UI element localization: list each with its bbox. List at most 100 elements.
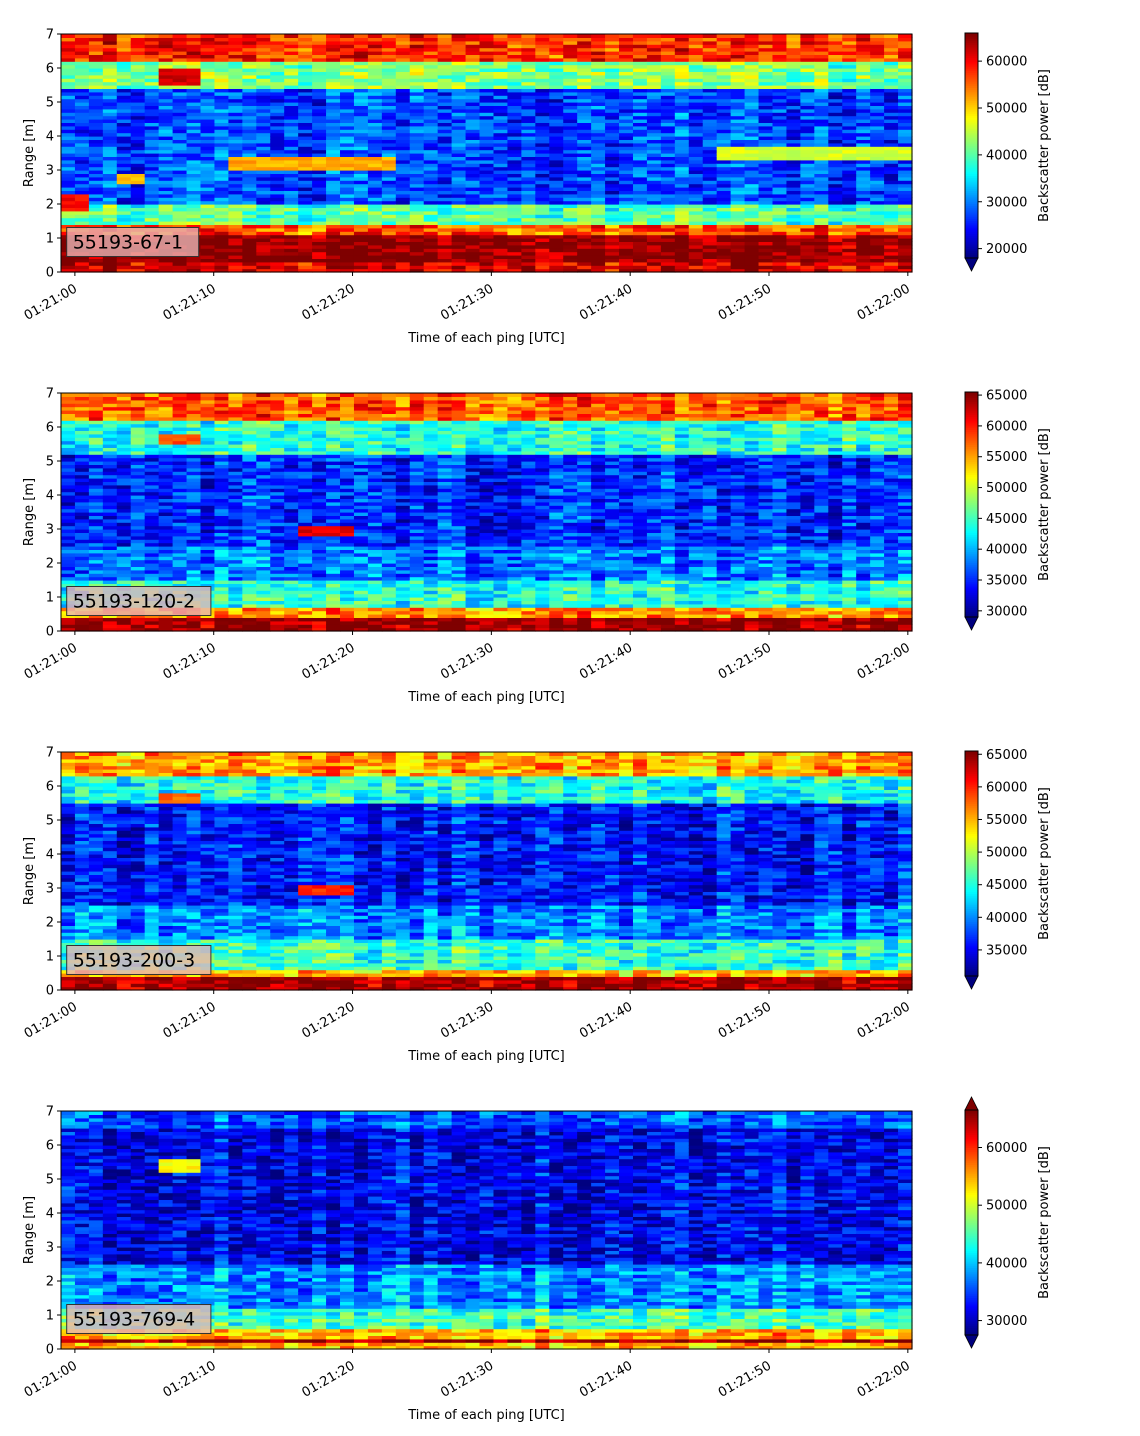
heatmap-cell: [674, 217, 690, 222]
heatmap-cell: [395, 217, 411, 222]
heatmap-cell: [270, 119, 285, 123]
heatmap-cell: [563, 217, 578, 222]
heatmap-cell: [646, 258, 662, 263]
heatmap-cell: [116, 583, 132, 588]
heatmap-cell: [716, 210, 732, 215]
heatmap-cell: [395, 40, 411, 45]
heatmap-cell: [521, 119, 536, 123]
heatmap-cell: [632, 57, 648, 62]
heatmap-cell: [144, 478, 160, 482]
heatmap-cell: [74, 197, 90, 202]
heatmap-cell: [451, 34, 467, 38]
heatmap-cell: [437, 156, 453, 161]
heatmap-cell: [423, 142, 439, 147]
heatmap-cell: [88, 580, 104, 584]
heatmap-cell: [898, 231, 913, 236]
heatmap-cell: [409, 268, 425, 273]
heatmap-cell: [688, 241, 704, 246]
heatmap-cell: [465, 248, 481, 253]
heatmap-cell: [786, 221, 801, 225]
heatmap-cell: [660, 180, 676, 185]
heatmap-cell: [116, 98, 132, 103]
heatmap-cell: [730, 238, 746, 242]
heatmap-cell: [256, 153, 271, 157]
heatmap-cell: [298, 149, 313, 154]
heatmap-cell: [437, 85, 453, 89]
heatmap-cell: [786, 125, 801, 130]
heatmap-cell: [451, 47, 467, 52]
heatmap-cell: [744, 112, 760, 117]
heatmap-cell: [423, 187, 439, 191]
heatmap-cell: [646, 255, 662, 259]
heatmap-cell: [507, 68, 522, 72]
heatmap-cell: [130, 478, 146, 482]
heatmap-cell: [688, 71, 704, 76]
heatmap-cell: [465, 54, 481, 59]
heatmap-cell: [326, 88, 341, 93]
heatmap-cell: [61, 437, 76, 442]
heatmap-cell: [326, 255, 341, 259]
heatmap-cell: [437, 204, 453, 208]
heatmap-cell: [367, 88, 383, 93]
heatmap-cell: [130, 501, 146, 506]
heatmap-cell: [61, 427, 76, 431]
heatmap-cell: [381, 207, 397, 212]
heatmap-cell: [493, 210, 509, 215]
heatmap-cell: [242, 231, 257, 236]
heatmap-cell: [312, 139, 327, 144]
heatmap-cell: [353, 115, 369, 120]
heatmap-cell: [730, 57, 746, 62]
heatmap-cell: [102, 481, 118, 486]
heatmap-cell: [437, 81, 453, 86]
heatmap-cell: [74, 488, 90, 493]
heatmap-cell: [74, 180, 90, 185]
heatmap-cell: [144, 129, 160, 134]
heatmap-cell: [102, 447, 118, 452]
heatmap-cell: [256, 95, 271, 100]
heatmap-cell: [423, 40, 439, 45]
heatmap-cell: [367, 221, 383, 225]
heatmap-cell: [772, 44, 788, 49]
heatmap-cell: [786, 180, 801, 185]
heatmap-cell: [144, 40, 160, 45]
heatmap-cell: [744, 115, 760, 120]
heatmap-cell: [340, 156, 355, 161]
sample-annotation: 55193-67-1: [66, 227, 200, 257]
heatmap-cell: [702, 44, 718, 49]
heatmap-cell: [772, 95, 788, 100]
heatmap-cell: [898, 122, 913, 127]
heatmap-cell: [88, 119, 104, 123]
heatmap-cell: [479, 61, 495, 66]
heatmap-cell: [158, 156, 174, 161]
heatmap-cell: [674, 180, 690, 185]
colorbar-step: [965, 248, 978, 252]
heatmap-cell: [256, 139, 271, 144]
heatmap-cell: [228, 40, 243, 45]
heatmap-cell: [88, 478, 104, 482]
heatmap-cell: [758, 115, 774, 120]
heatmap-cell: [660, 176, 676, 181]
heatmap-cell: [898, 57, 913, 62]
heatmap-cell: [800, 200, 815, 205]
heatmap-cell: [88, 149, 104, 154]
heatmap-cell: [758, 105, 774, 110]
heatmap-cell: [842, 180, 857, 185]
heatmap-cell: [898, 190, 913, 195]
heatmap-cell: [535, 40, 550, 45]
heatmap-cell: [702, 248, 718, 253]
heatmap-cell: [451, 153, 467, 157]
heatmap-cell: [298, 34, 313, 38]
heatmap-cell: [102, 546, 118, 550]
colorbar-tick-label: 30000: [986, 195, 1027, 210]
heatmap-cell: [856, 231, 871, 236]
heatmap-cell: [507, 200, 522, 205]
heatmap-cell: [102, 71, 118, 76]
heatmap-cell: [716, 187, 732, 191]
heatmap-cell: [367, 268, 383, 273]
heatmap-cell: [381, 163, 397, 168]
heatmap-cell: [340, 95, 355, 100]
heatmap-cell: [591, 180, 606, 185]
heatmap-cell: [688, 61, 704, 66]
heatmap-cell: [367, 255, 383, 259]
heatmap-cell: [660, 122, 676, 127]
